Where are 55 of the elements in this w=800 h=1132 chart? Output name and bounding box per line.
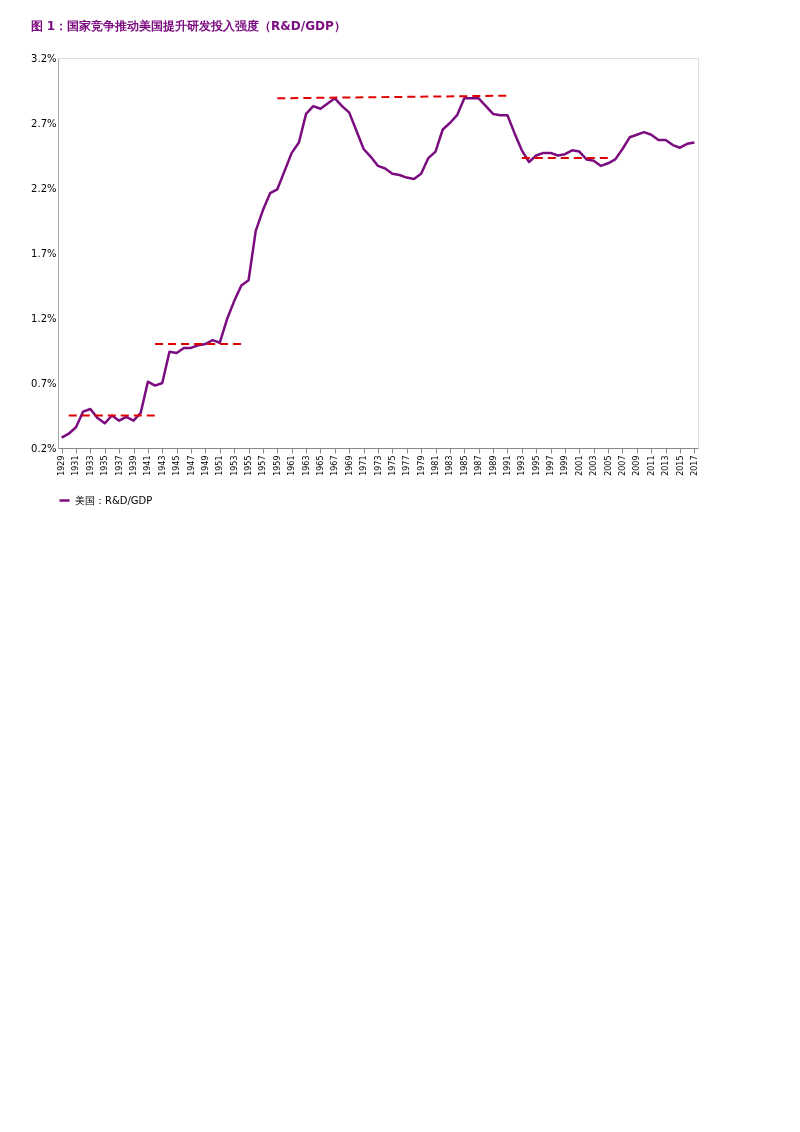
y-tick-label: 1.2% bbox=[31, 312, 57, 324]
y-tick-label: 2.2% bbox=[31, 182, 57, 194]
y-tick-label: 0.7% bbox=[31, 377, 57, 389]
x-tick-label: 1951 bbox=[215, 455, 225, 476]
legend-label: 美国：R&D/GDP bbox=[75, 494, 153, 506]
x-tick-label: 1969 bbox=[344, 455, 354, 476]
y-tick-label: 3.2% bbox=[31, 52, 57, 64]
x-tick-label: 2005 bbox=[603, 455, 613, 476]
x-tick-label: 1939 bbox=[129, 455, 139, 476]
x-tick-label: 1983 bbox=[445, 455, 455, 476]
x-tick-label: 1955 bbox=[244, 455, 254, 476]
y-tick-label: 0.2% bbox=[31, 442, 57, 454]
x-tick-label: 1947 bbox=[186, 455, 196, 476]
x-tick-label: 1991 bbox=[502, 455, 512, 476]
x-tick-label: 1937 bbox=[114, 455, 124, 476]
x-tick-label: 1965 bbox=[315, 455, 325, 476]
x-tick-label: 1995 bbox=[531, 455, 541, 476]
x-tick-label: 1943 bbox=[157, 455, 167, 476]
x-tick-label: 1977 bbox=[402, 455, 412, 476]
x-tick-label: 1987 bbox=[474, 455, 484, 476]
x-tick-label: 2009 bbox=[632, 455, 642, 476]
x-tick-label: 2001 bbox=[574, 455, 584, 476]
x-tick-label: 1963 bbox=[301, 455, 311, 476]
x-tick-label: 1993 bbox=[517, 455, 527, 476]
x-tick-label: 2013 bbox=[661, 455, 671, 476]
x-tick-label: 1945 bbox=[172, 455, 182, 476]
x-tick-label: 1975 bbox=[387, 455, 397, 476]
x-tick-label: 1981 bbox=[431, 455, 441, 476]
x-tick-label: 1967 bbox=[330, 455, 340, 476]
x-tick-label: 1997 bbox=[546, 455, 556, 476]
x-tick-label: 1953 bbox=[229, 455, 239, 476]
x-tick-label: 1989 bbox=[488, 455, 498, 476]
x-tick-label: 1985 bbox=[459, 455, 469, 476]
x-tick-label: 1941 bbox=[143, 455, 153, 476]
line-series bbox=[60, 97, 696, 439]
x-tick-label: 2007 bbox=[617, 455, 627, 476]
x-tick-label: 1979 bbox=[416, 455, 426, 476]
x-tick-label: 1999 bbox=[560, 455, 570, 476]
x-tick-label: 2015 bbox=[675, 455, 685, 476]
x-tick-label: 1935 bbox=[100, 455, 110, 476]
x-tick-label: 2017 bbox=[689, 455, 699, 476]
x-tick-label: 1931 bbox=[71, 455, 81, 476]
x-tick-label: 1929 bbox=[57, 455, 67, 476]
x-tick-label: 1971 bbox=[359, 455, 369, 476]
x-tick-label: 1957 bbox=[258, 455, 268, 476]
x-tick-label: 1973 bbox=[373, 455, 383, 476]
chart-title: 图 1：国家竞争推动美国提升研发投入强度（R&D/GDP） bbox=[30, 19, 346, 33]
x-tick-label: 1933 bbox=[85, 455, 95, 476]
x-tick-label: 1949 bbox=[200, 455, 210, 476]
y-tick-label: 2.7% bbox=[31, 117, 57, 129]
x-tick-label: 1959 bbox=[272, 455, 282, 476]
y-tick-label: 1.7% bbox=[31, 247, 57, 259]
x-tick-label: 2011 bbox=[646, 455, 656, 476]
x-tick-label: 1961 bbox=[287, 455, 297, 476]
x-tick-label: 2003 bbox=[589, 455, 599, 476]
